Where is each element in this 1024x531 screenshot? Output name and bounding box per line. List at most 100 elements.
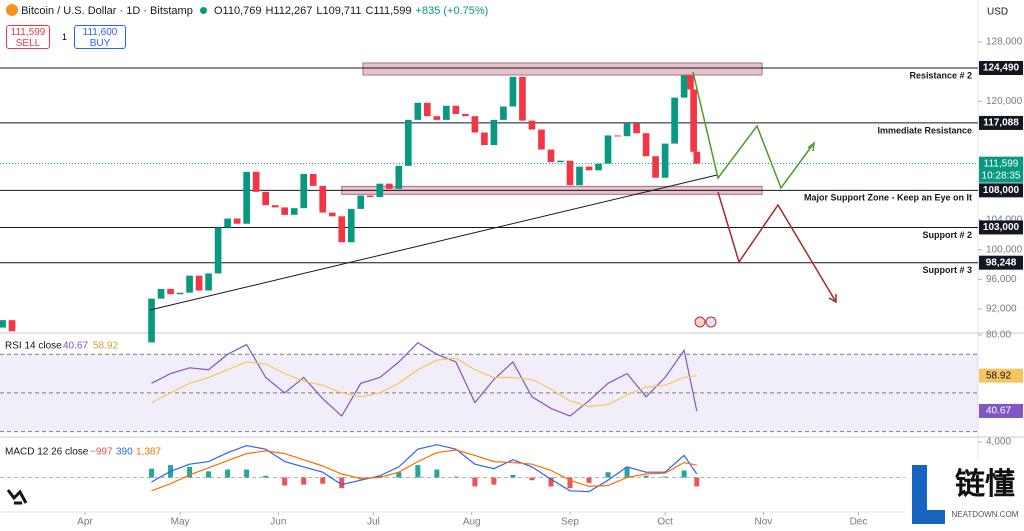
spread: 1 [62, 32, 68, 42]
candle [385, 183, 393, 189]
histogram-bar [339, 477, 345, 489]
candle [566, 160, 574, 186]
ohlc-value: L109,711 [316, 5, 362, 17]
candle [233, 218, 241, 224]
histogram-bar [681, 470, 687, 478]
level-name: Immediate Resistance [877, 125, 972, 135]
candle [319, 185, 327, 213]
rsi-pane: 80.00 40.67 58.92 [0, 330, 1023, 433]
candle [557, 160, 564, 163]
level-label-bg [979, 61, 1023, 76]
x-tick-label: Nov [754, 517, 772, 528]
level-label: 124,490 [983, 63, 1020, 74]
candle [214, 227, 222, 274]
rsi-ma-value: 58.92 [93, 341, 118, 352]
level-label: 117,088 [983, 118, 1019, 129]
x-tick-label: Apr [77, 517, 93, 528]
candle [224, 218, 231, 228]
logo-mark [912, 465, 945, 524]
series-line [151, 449, 697, 492]
histogram-bar [396, 472, 402, 478]
candle [347, 208, 355, 243]
bearish-projection [717, 191, 837, 303]
candle [157, 289, 165, 299]
candle [528, 120, 536, 130]
level-label-bg [979, 255, 1023, 270]
main-pane: 128,000 120,000 104,000 100,000 96,000 92,000… [0, 37, 1023, 528]
histogram-bar [225, 469, 231, 478]
candle [366, 195, 374, 198]
candle [404, 119, 412, 166]
candle [414, 102, 422, 120]
candle [357, 195, 365, 209]
ohlc-value: H112,267 [265, 5, 313, 17]
logo-text: 链懂 [955, 467, 1015, 501]
candle [693, 151, 701, 164]
ohlc-value: +835 (+0.75%) [415, 5, 489, 17]
histogram-bar [434, 469, 440, 478]
buy-button[interactable]: 111,600 BUY [74, 25, 126, 49]
candle [262, 191, 269, 206]
buy-label: BUY [89, 38, 111, 49]
candle [519, 76, 526, 121]
histogram-bar [548, 477, 554, 487]
histogram-bar [244, 469, 250, 478]
coin-icon [6, 4, 18, 16]
candle [205, 273, 212, 291]
histogram-bar [662, 476, 668, 478]
ohlc-value: C111,599 [365, 5, 412, 17]
currency[interactable]: USD [987, 7, 1008, 18]
ohlc: O110,769 H112,267 L109,711 C111,599 +835 (+0… [214, 5, 492, 17]
candle [8, 320, 16, 332]
y-tick-label: 120,000 [986, 96, 1023, 107]
rsi-title: RSI 14 close [5, 341, 62, 352]
candle [148, 298, 155, 343]
level-label: 108,000 [983, 185, 1020, 196]
sell-button[interactable]: 111,599 SELL [6, 25, 50, 49]
countdown: 10:28:35 [982, 170, 1021, 181]
event-icon[interactable] [705, 316, 717, 328]
candle [671, 97, 678, 144]
arrow-head [828, 294, 837, 304]
level-name: Support # 2 [922, 230, 972, 240]
candle [500, 106, 507, 120]
y-tick-label: 104,000 [986, 215, 1023, 226]
candle [471, 116, 479, 133]
histogram-bar [643, 475, 649, 478]
candle [687, 75, 694, 90]
candle [176, 292, 184, 295]
y-tick-label: 96,000 [986, 274, 1017, 285]
histogram-bar [491, 477, 497, 485]
histogram-bar [529, 477, 535, 481]
histogram-bar [510, 474, 516, 478]
candle [0, 320, 6, 328]
header: Bitcoin / U.S. Dollar · 1D · Bitstamp O1… [6, 4, 492, 17]
candle [243, 171, 250, 224]
candle [642, 133, 650, 157]
macd-pane: 4,000 [0, 437, 1011, 493]
histogram-bar [694, 477, 700, 487]
zone [362, 62, 763, 76]
last-price-bg [979, 156, 1023, 183]
value-label: 58.92 [986, 370, 1011, 381]
candle [604, 135, 612, 164]
macd-value: 390 [116, 447, 133, 458]
candle [433, 116, 441, 120]
candle [623, 123, 631, 137]
candle [633, 123, 640, 134]
x-tick-label: Dec [850, 517, 868, 528]
event-icon[interactable] [694, 316, 706, 328]
x-tick-label: Sep [561, 517, 579, 528]
value-label-bg [979, 368, 1023, 383]
candle [424, 102, 431, 117]
arrow-head [807, 141, 815, 152]
sell-price: 111,599 [10, 27, 46, 38]
series-line [151, 357, 697, 408]
candle [614, 135, 621, 137]
symbol-title[interactable]: Bitcoin / U.S. Dollar · 1D · Bitstamp [21, 5, 193, 17]
candle [290, 208, 298, 215]
candle [547, 149, 555, 163]
histogram-bar [149, 468, 155, 478]
